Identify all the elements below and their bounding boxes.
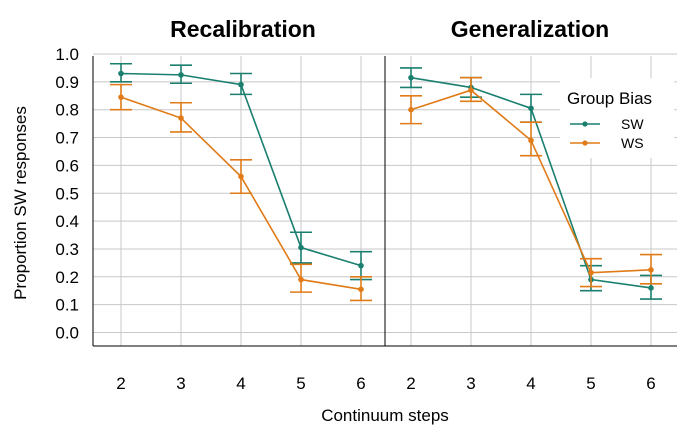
x-tick-label: 5: [586, 374, 595, 393]
y-tick-label: 0.2: [55, 268, 79, 287]
x-tick-label: 4: [526, 374, 535, 393]
data-point-ws: [528, 137, 534, 144]
data-point-ws: [648, 267, 654, 273]
data-point-sw: [408, 74, 414, 81]
y-tick-label: 0.1: [55, 296, 79, 315]
data-point-ws: [118, 94, 124, 100]
y-tick-label: 0.8: [55, 101, 79, 120]
legend-box: [560, 78, 674, 158]
y-tick-label: 0.7: [55, 129, 79, 148]
data-point-sw: [298, 244, 304, 251]
x-tick-label: 6: [356, 374, 365, 393]
x-axis-label: Continuum steps: [321, 406, 449, 425]
y-axis-label: Proportion SW responses: [11, 106, 30, 300]
y-tick-label: 0.5: [55, 184, 79, 203]
legend: Group Bias SW WS: [560, 78, 674, 158]
y-tick-label: 0.0: [55, 324, 79, 343]
x-tick-label: 2: [406, 374, 415, 393]
x-tick-label: 3: [176, 374, 185, 393]
data-point-ws: [178, 115, 184, 121]
legend-swatch-ws-point: [582, 140, 588, 146]
y-tick-label: 0.4: [55, 212, 79, 231]
x-tick-label: 4: [236, 374, 245, 393]
data-point-ws: [238, 173, 244, 180]
y-tick-label: 0.6: [55, 156, 79, 175]
panel-title-generalization: Generalization: [451, 16, 609, 42]
data-point-ws: [468, 87, 474, 94]
legend-label-ws: WS: [621, 135, 644, 151]
data-point-ws: [588, 269, 594, 276]
frame-layer: [92, 56, 677, 347]
panel-title-recalibration: Recalibration: [170, 16, 316, 42]
data-point-ws: [408, 106, 414, 113]
data-point-ws: [298, 276, 304, 283]
data-point-sw: [528, 105, 534, 112]
y-tick-label: 0.3: [55, 240, 79, 259]
data-point-sw: [358, 262, 364, 269]
x-tick-label: 3: [466, 374, 475, 393]
data-point-sw: [118, 70, 124, 77]
data-point-sw: [178, 72, 184, 78]
y-tick-label: 0.9: [55, 73, 79, 92]
data-point-ws: [358, 286, 364, 293]
series-layer: [110, 62, 662, 302]
y-tick-label: 1.0: [55, 45, 79, 64]
data-point-sw: [238, 81, 244, 88]
x-tick-label: 2: [116, 374, 125, 393]
legend-swatch-sw-point: [582, 121, 588, 127]
x-tick-label: 5: [296, 374, 305, 393]
text-layer: Recalibration Generalization Continuum s…: [11, 16, 656, 425]
x-tick-label: 6: [646, 374, 655, 393]
data-point-sw: [648, 285, 654, 291]
legend-title: Group Bias: [567, 89, 652, 108]
legend-label-sw: SW: [621, 116, 644, 132]
